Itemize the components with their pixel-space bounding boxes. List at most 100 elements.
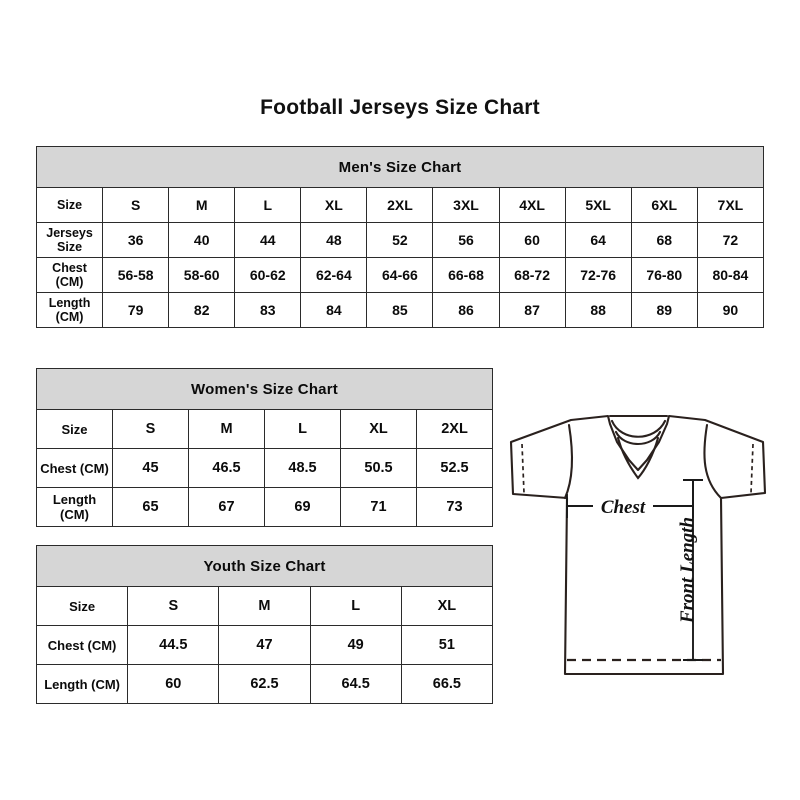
mens-jerseys-size-3xl: 56	[432, 222, 500, 258]
row-header-length: Length (CM)	[35, 664, 129, 704]
table-row: Size S M L XL 2XL	[36, 409, 493, 449]
mens-length-xl: 84	[300, 292, 368, 328]
youth-length-xl: 66.5	[400, 664, 494, 704]
left-cuff-stitch	[521, 443, 525, 494]
row-header-chest: Chest (CM)	[35, 625, 129, 665]
table-row: Jerseys Size 36 40 44 48 52 56 60 64 68 …	[35, 222, 765, 258]
mens-size-5xl: 5XL	[564, 187, 632, 223]
mens-size-2xl: 2XL	[366, 187, 434, 223]
table-caption-row: Youth Size Chart	[36, 545, 493, 587]
mens-length-3xl: 86	[432, 292, 500, 328]
mens-size-3xl: 3XL	[432, 187, 500, 223]
youth-chest-s: 44.5	[127, 625, 220, 665]
womens-length-m: 67	[188, 487, 265, 527]
mens-length-5xl: 88	[564, 292, 632, 328]
youth-size-m: M	[218, 586, 311, 626]
mens-jerseys-size-5xl: 64	[564, 222, 632, 258]
mens-length-6xl: 89	[630, 292, 698, 328]
youth-size-xl: XL	[400, 586, 494, 626]
chest-label: Chest	[601, 497, 646, 518]
womens-size-xl: XL	[340, 409, 417, 449]
womens-length-2xl: 73	[416, 487, 493, 527]
left-sleeve-seam	[563, 423, 574, 500]
row-header-size: Size	[35, 586, 129, 626]
womens-chest-xl: 50.5	[340, 448, 417, 488]
v-neck-inner-edge	[616, 436, 660, 480]
mens-jerseys-size-s: 36	[102, 222, 170, 258]
mens-table-caption: Men's Size Chart	[36, 146, 764, 188]
right-cuff-stitch	[750, 443, 754, 494]
youth-length-m: 62.5	[218, 664, 311, 704]
youth-size-chart-table: Youth Size Chart Size S M L XL Chest (CM…	[35, 545, 494, 704]
mens-chest-2xl: 64-66	[366, 257, 434, 293]
womens-size-chart-table: Women's Size Chart Size S M L XL 2XL Che…	[36, 368, 493, 527]
mens-size-6xl: 6XL	[630, 187, 698, 223]
mens-jerseys-size-6xl: 68	[630, 222, 698, 258]
mens-length-2xl: 85	[366, 292, 434, 328]
mens-jerseys-size-4xl: 60	[498, 222, 566, 258]
mens-size-l: L	[234, 187, 302, 223]
womens-size-s: S	[112, 409, 189, 449]
womens-size-l: L	[264, 409, 341, 449]
womens-table-caption: Women's Size Chart	[36, 368, 493, 410]
table-row: Length (CM) 79 82 83 84 85 86 87 88 89 9…	[35, 292, 765, 328]
mens-chest-7xl: 80-84	[696, 257, 765, 293]
mens-size-4xl: 4XL	[498, 187, 566, 223]
table-row: Chest (CM) 44.5 47 49 51	[35, 625, 494, 665]
womens-chest-s: 45	[112, 448, 189, 488]
mens-jerseys-size-xl: 48	[300, 222, 368, 258]
mens-length-7xl: 90	[696, 292, 765, 328]
mens-chest-s: 56-58	[102, 257, 170, 293]
jersey-outline-icon	[509, 414, 767, 676]
womens-chest-l: 48.5	[264, 448, 341, 488]
mens-size-7xl: 7XL	[696, 187, 765, 223]
page-title: Football Jerseys Size Chart	[260, 96, 540, 119]
mens-jerseys-size-l: 44	[234, 222, 302, 258]
table-row: Length (CM) 60 62.5 64.5 66.5	[35, 664, 494, 704]
mens-size-m: M	[168, 187, 236, 223]
womens-chest-m: 46.5	[188, 448, 265, 488]
row-header-length: Length (CM)	[36, 487, 113, 527]
table-row: Chest (CM) 56-58 58-60 60-62 62-64 64-66…	[35, 257, 765, 293]
womens-size-m: M	[188, 409, 265, 449]
youth-size-s: S	[127, 586, 220, 626]
youth-table-caption: Youth Size Chart	[36, 545, 493, 587]
row-header-size: Size	[35, 187, 104, 223]
youth-size-l: L	[309, 586, 402, 626]
mens-jerseys-size-m: 40	[168, 222, 236, 258]
mens-chest-4xl: 68-72	[498, 257, 566, 293]
table-row: Size S M L XL	[35, 586, 494, 626]
womens-length-s: 65	[112, 487, 189, 527]
youth-length-s: 60	[127, 664, 220, 704]
row-header-chest: Chest (CM)	[36, 448, 113, 488]
mens-length-s: 79	[102, 292, 170, 328]
collar-arc-outer	[610, 419, 667, 438]
youth-length-l: 64.5	[309, 664, 402, 704]
table-row: Chest (CM) 45 46.5 48.5 50.5 52.5	[36, 448, 493, 488]
table-caption-row: Men's Size Chart	[36, 146, 764, 188]
mens-size-s: S	[102, 187, 170, 223]
mens-chest-5xl: 72-76	[564, 257, 632, 293]
youth-chest-l: 49	[309, 625, 402, 665]
youth-chest-m: 47	[218, 625, 311, 665]
row-header-length: Length (CM)	[35, 292, 104, 328]
mens-jerseys-size-7xl: 72	[696, 222, 765, 258]
v-neck-jersey-measurement-diagram: Chest Front Length	[497, 398, 777, 698]
mens-length-m: 82	[168, 292, 236, 328]
collar-arc-inner	[614, 430, 662, 446]
youth-chest-xl: 51	[400, 625, 494, 665]
mens-length-4xl: 87	[498, 292, 566, 328]
mens-chest-l: 60-62	[234, 257, 302, 293]
womens-length-l: 69	[264, 487, 341, 527]
mens-chest-6xl: 76-80	[630, 257, 698, 293]
row-header-chest: Chest (CM)	[35, 257, 104, 293]
mens-size-chart-table: Men's Size Chart Size S M L XL 2XL 3XL 4…	[35, 146, 765, 328]
table-row: Length (CM) 65 67 69 71 73	[36, 487, 493, 527]
table-row: Size S M L XL 2XL 3XL 4XL 5XL 6XL 7XL	[35, 187, 765, 223]
womens-size-2xl: 2XL	[416, 409, 493, 449]
row-header-size: Size	[36, 409, 113, 449]
front-length-label: Front Length	[677, 517, 698, 624]
row-header-jerseys-size: Jerseys Size	[35, 222, 104, 258]
womens-chest-2xl: 52.5	[416, 448, 493, 488]
mens-chest-xl: 62-64	[300, 257, 368, 293]
